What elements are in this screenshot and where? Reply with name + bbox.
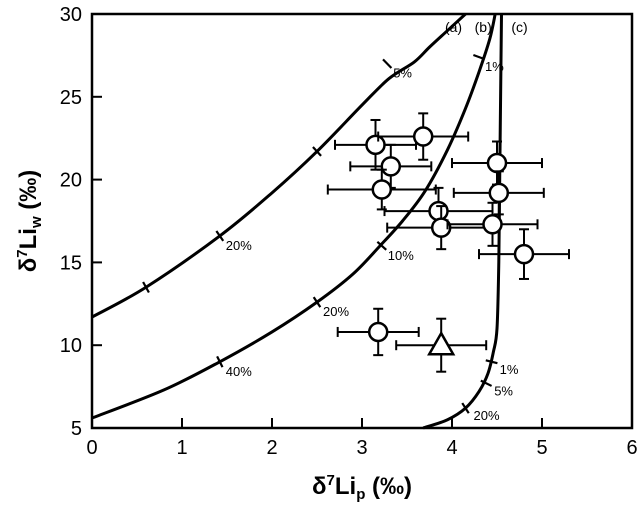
x-tick-label: 2 (266, 437, 277, 459)
curve-mark (216, 355, 224, 368)
curve-mark (142, 281, 150, 294)
curve-mark (480, 379, 493, 387)
y-tick-label: 10 (60, 335, 82, 357)
curve-name-label: (a) (445, 19, 462, 35)
circle-point (371, 179, 393, 200)
curve-mark (376, 240, 387, 251)
curve-mark-label: 5% (494, 383, 513, 398)
curve-mark (472, 53, 486, 61)
y-tick-label: 5 (71, 418, 82, 440)
mixing-curve (91, 12, 467, 319)
x-tick-label: 0 (86, 437, 97, 459)
curve-mark (312, 146, 322, 157)
curve-mark (382, 58, 393, 69)
circle-point (430, 217, 452, 238)
curve-mark (215, 230, 225, 242)
triangle-point (427, 330, 456, 356)
circle-point (412, 126, 434, 147)
x-tick-label: 1 (176, 437, 187, 459)
y-tick-label: 15 (60, 252, 82, 274)
curve-mark-label: 20% (474, 408, 500, 423)
x-tick-label: 4 (446, 437, 457, 459)
curve-mark (485, 359, 498, 365)
curve-mark (312, 296, 322, 308)
circle-point (482, 214, 503, 235)
x-tick-label: 5 (536, 437, 547, 459)
mixing-curve (422, 13, 503, 430)
x-tick-label: 3 (356, 437, 367, 459)
y-axis-title: δ7Liw (‰) (14, 170, 45, 273)
curve-mark-label: 20% (226, 238, 252, 253)
circle-point (380, 156, 402, 177)
x-axis-title: δ7Lip (‰) (312, 472, 412, 503)
y-tick-label: 25 (60, 87, 82, 109)
curve-mark-label: 1% (500, 362, 519, 377)
curve-mark-label: 40% (226, 364, 252, 379)
curve-name-label: (b) (475, 19, 492, 35)
x-tick-label: 6 (626, 437, 637, 459)
axis-ticks: 0 1 2 3 4 5 6 5 10 15 20 25 30 (60, 4, 638, 459)
circle-point (513, 243, 535, 265)
y-tick-label: 20 (60, 170, 82, 192)
plot-frame (90, 12, 634, 430)
circle-point (367, 321, 389, 343)
curve-mark-label: 5% (393, 66, 412, 81)
circle-point (428, 200, 449, 222)
y-tick-label: 30 (60, 4, 82, 26)
curve-mark (461, 402, 470, 414)
curve-name-label: (c) (511, 19, 527, 35)
curves: (a)20%5%(b)40%20%10%1%(c)20%5%1% (91, 12, 528, 430)
data-points (326, 112, 570, 373)
curve-mark-label: 10% (388, 248, 414, 263)
curve-mark-label: 20% (323, 304, 349, 319)
circle-point (486, 152, 508, 174)
circle-point (365, 134, 386, 156)
circle-point (488, 182, 510, 204)
